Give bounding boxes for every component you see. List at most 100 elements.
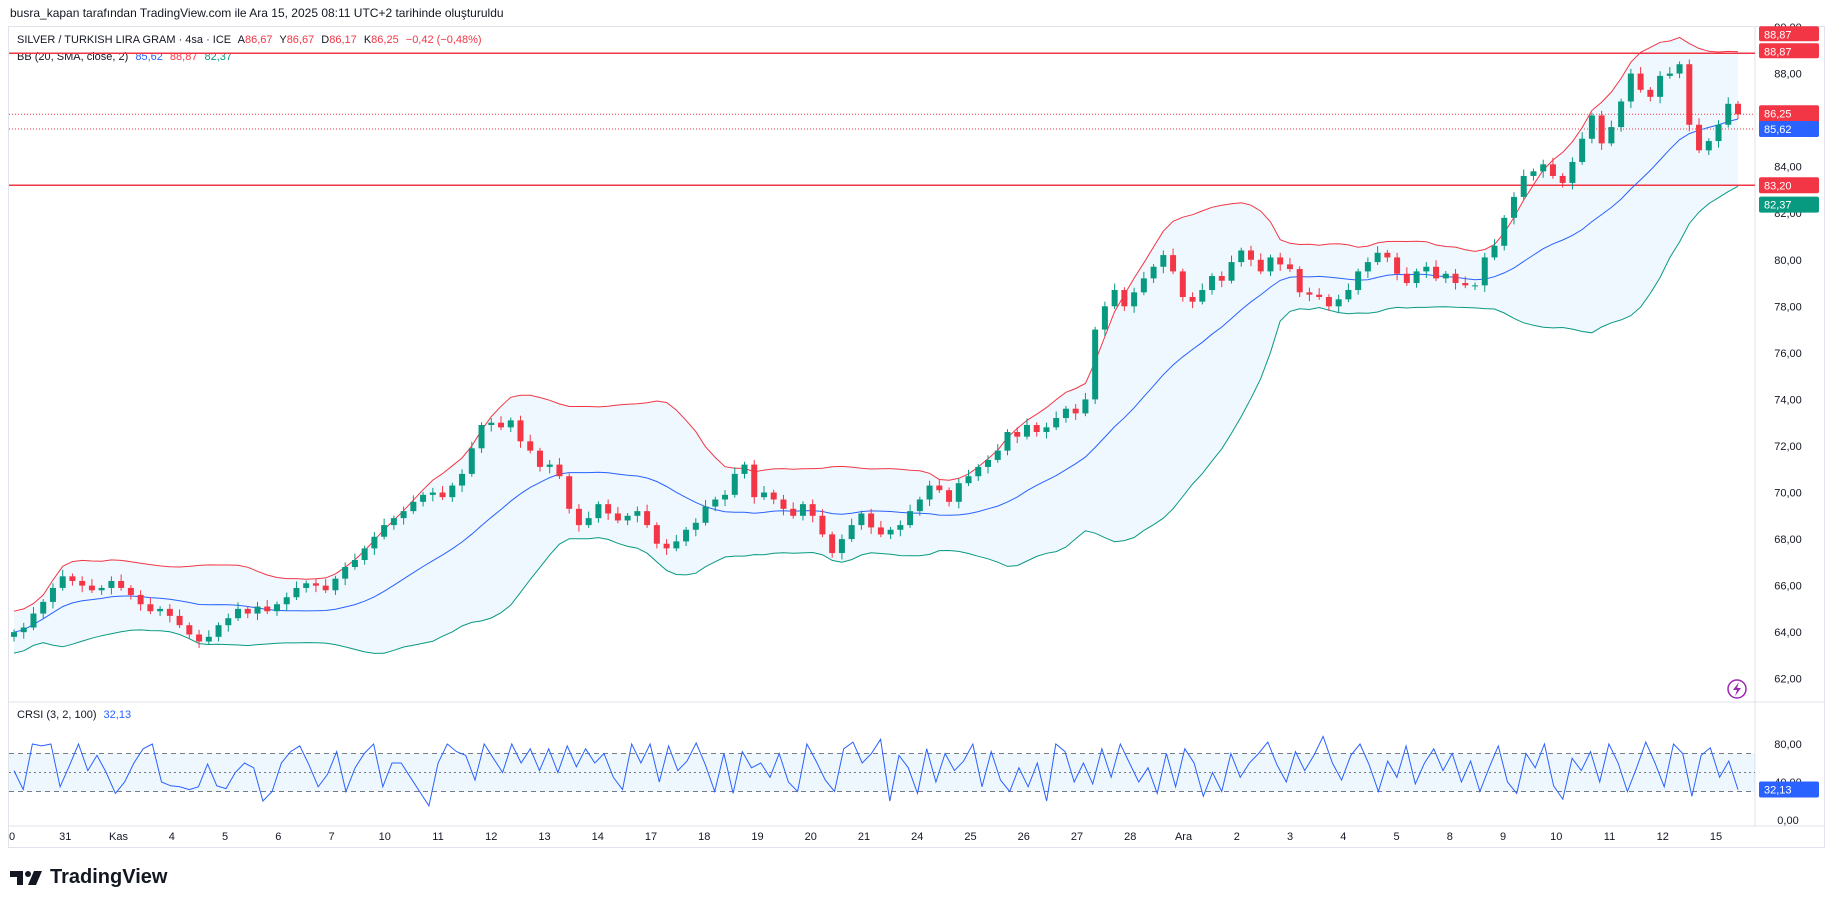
candle[interactable]	[683, 526, 690, 547]
candle[interactable]	[1277, 252, 1284, 271]
candle[interactable]	[644, 504, 651, 528]
candle[interactable]	[1140, 271, 1147, 296]
candle[interactable]	[936, 479, 943, 493]
candle[interactable]	[1023, 418, 1030, 440]
candle[interactable]	[1004, 429, 1011, 456]
candle[interactable]	[459, 469, 466, 493]
candle[interactable]	[1238, 247, 1245, 267]
candle[interactable]	[1121, 287, 1128, 311]
candle[interactable]	[1325, 294, 1332, 311]
candle[interactable]	[137, 590, 144, 611]
candle[interactable]	[868, 508, 875, 534]
candle[interactable]	[926, 480, 933, 507]
bb-lower-line[interactable]	[13, 185, 1739, 654]
candle[interactable]	[1510, 192, 1517, 225]
candle[interactable]	[1549, 157, 1556, 179]
candle[interactable]	[575, 504, 582, 532]
candle[interactable]	[994, 444, 1001, 463]
candle[interactable]	[1082, 392, 1089, 417]
candle[interactable]	[1345, 283, 1352, 303]
candle[interactable]	[342, 562, 349, 586]
candle[interactable]	[1189, 292, 1196, 309]
candle[interactable]	[1520, 169, 1527, 200]
candle[interactable]	[303, 580, 310, 593]
candle[interactable]	[1062, 405, 1069, 423]
candle[interactable]	[273, 601, 280, 616]
candle[interactable]	[11, 629, 17, 642]
candle[interactable]	[1452, 269, 1459, 290]
candle[interactable]	[1433, 260, 1440, 282]
candle[interactable]	[1014, 427, 1021, 444]
candle[interactable]	[1462, 276, 1469, 289]
candle[interactable]	[1686, 59, 1693, 132]
candle[interactable]	[1413, 268, 1420, 288]
candle[interactable]	[49, 583, 56, 609]
candle[interactable]	[605, 499, 612, 520]
candle[interactable]	[712, 496, 719, 512]
candle[interactable]	[439, 486, 446, 500]
candle[interactable]	[381, 518, 388, 540]
candle[interactable]	[1394, 252, 1401, 281]
candle[interactable]	[1666, 67, 1673, 79]
candle[interactable]	[1676, 61, 1683, 79]
candle[interactable]	[507, 417, 514, 432]
candle[interactable]	[196, 629, 203, 648]
candle[interactable]	[1150, 263, 1157, 284]
candle[interactable]	[1092, 326, 1099, 405]
crsi-last-tag[interactable]: 32,13	[1759, 781, 1819, 798]
candle[interactable]	[1627, 68, 1634, 108]
candle[interactable]	[449, 482, 456, 502]
candle[interactable]	[536, 447, 543, 472]
candle[interactable]	[595, 501, 602, 523]
candle[interactable]	[1598, 110, 1605, 150]
crsi-legend[interactable]: CRSI (3, 2, 100) 32,13	[17, 709, 135, 721]
candle[interactable]	[1530, 168, 1537, 181]
candle[interactable]	[293, 581, 300, 601]
hline-bottom-price-tag[interactable]: 83,20	[1759, 177, 1819, 194]
candle[interactable]	[1355, 268, 1362, 295]
crsi-line[interactable]	[13, 735, 1739, 808]
candle[interactable]	[819, 509, 826, 538]
candle[interactable]	[790, 502, 797, 519]
candle[interactable]	[478, 422, 485, 453]
candle[interactable]	[517, 415, 524, 448]
symbol-name[interactable]: SILVER / TURKISH LIRA GRAM · 4sa · ICE	[17, 34, 232, 46]
candle[interactable]	[624, 513, 631, 526]
candle[interactable]	[332, 575, 339, 595]
candle[interactable]	[1199, 283, 1206, 305]
candle[interactable]	[59, 569, 66, 591]
candle[interactable]	[1715, 120, 1722, 148]
candle[interactable]	[147, 597, 154, 615]
candle[interactable]	[215, 622, 222, 642]
candle[interactable]	[946, 487, 953, 507]
candle[interactable]	[975, 464, 982, 481]
candle[interactable]	[1647, 87, 1654, 102]
candle[interactable]	[1637, 67, 1644, 93]
candle[interactable]	[420, 492, 427, 507]
candle[interactable]	[556, 458, 563, 480]
candle[interactable]	[799, 501, 806, 521]
candle[interactable]	[1072, 404, 1079, 420]
candle[interactable]	[1442, 270, 1449, 284]
candle[interactable]	[1618, 98, 1625, 132]
candle[interactable]	[390, 515, 397, 530]
candle[interactable]	[1131, 287, 1138, 313]
candle[interactable]	[1491, 239, 1498, 261]
candle[interactable]	[838, 534, 845, 560]
candle[interactable]	[722, 490, 729, 507]
candle[interactable]	[585, 511, 592, 528]
candle[interactable]	[702, 499, 709, 526]
candle[interactable]	[1559, 173, 1566, 188]
candle[interactable]	[527, 434, 534, 454]
candle[interactable]	[1540, 159, 1547, 178]
candle[interactable]	[166, 604, 173, 623]
candle[interactable]	[1735, 101, 1741, 119]
candle[interactable]	[877, 520, 884, 538]
candle[interactable]	[361, 545, 368, 565]
candle[interactable]	[498, 416, 505, 431]
candle[interactable]	[283, 592, 290, 611]
candle[interactable]	[1257, 253, 1264, 275]
candle[interactable]	[731, 467, 738, 498]
candle[interactable]	[225, 613, 232, 632]
